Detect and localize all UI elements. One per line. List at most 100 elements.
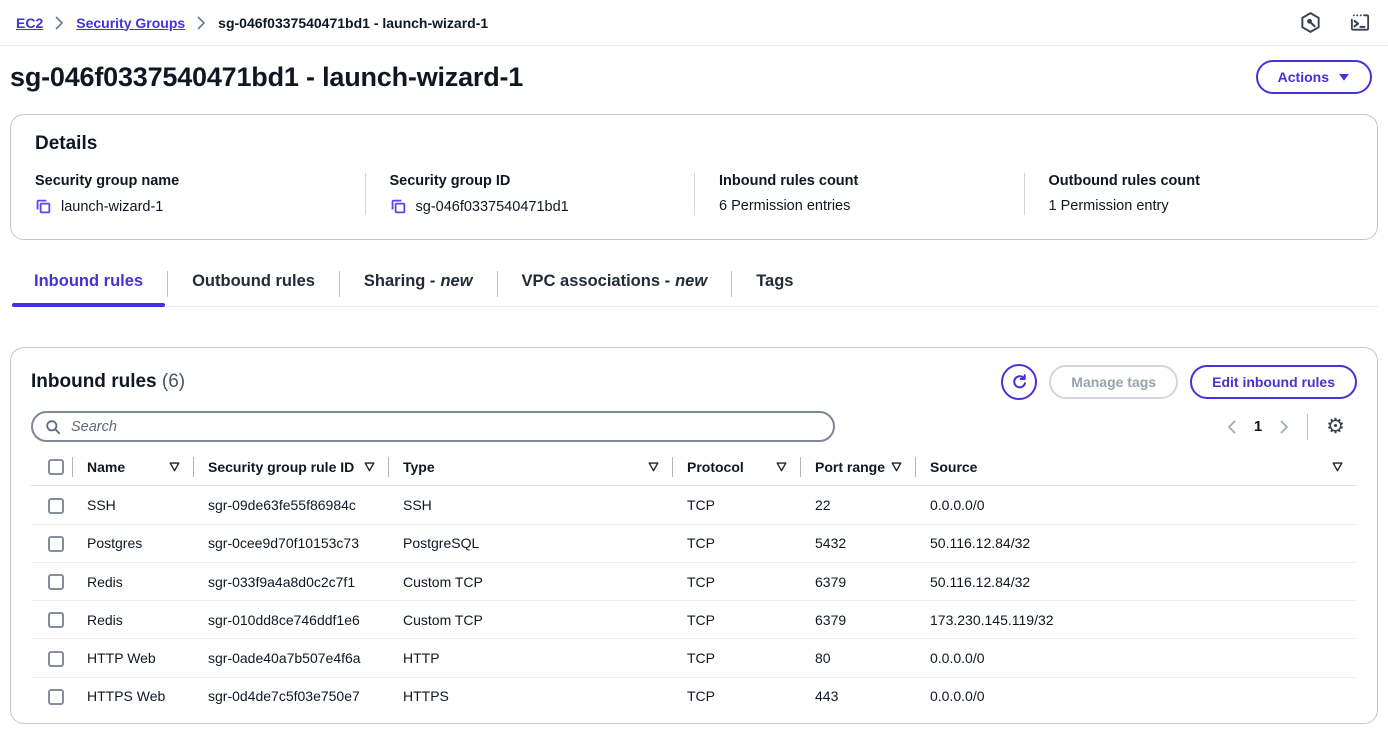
inbound-rules-panel: Inbound rules (6) Manage tags Edit inbou… bbox=[10, 347, 1378, 725]
cell-type: HTTP bbox=[389, 639, 673, 678]
field-inbound-rules-count: Inbound rules count 6 Permission entries bbox=[694, 173, 1024, 215]
tab-divider bbox=[338, 271, 340, 297]
table-row: HTTPS Web sgr-0d4de7c5f03e750e7 HTTPS TCP 44… bbox=[31, 678, 1357, 715]
field-value: 1 Permission entry bbox=[1049, 198, 1354, 214]
row-checkbox[interactable] bbox=[48, 650, 64, 667]
cell-port_range: 5432 bbox=[801, 525, 916, 563]
column-header-label: Port range bbox=[815, 458, 886, 475]
column-header-label: Protocol bbox=[687, 458, 744, 475]
breadcrumb-security-groups-link[interactable]: Security Groups bbox=[76, 14, 186, 31]
cell-name: HTTPS Web bbox=[87, 688, 166, 705]
manage-tags-button[interactable]: Manage tags bbox=[1049, 365, 1179, 399]
table-row: HTTP Web sgr-0ade40a7b507e4f6a HTTP TCP 80 0.… bbox=[31, 639, 1357, 678]
details-card: Details Security group name launch-wizard… bbox=[10, 114, 1378, 240]
chevron-right-icon bbox=[197, 16, 206, 30]
filter-icon[interactable] bbox=[648, 462, 659, 472]
field-security-group-name: Security group name launch-wizard-1 bbox=[35, 173, 365, 215]
page-number[interactable]: 1 bbox=[1253, 418, 1263, 435]
column-header-type[interactable]: Type bbox=[389, 448, 673, 487]
caret-down-icon bbox=[1338, 73, 1350, 82]
filter-icon[interactable] bbox=[1332, 462, 1343, 472]
cell-type: PostgreSQL bbox=[389, 525, 673, 563]
field-value-text: 6 Permission entries bbox=[719, 198, 851, 214]
breadcrumb-ec2-link[interactable]: EC2 bbox=[16, 14, 44, 31]
field-outbound-rules-count: Outbound rules count 1 Permission entry bbox=[1023, 173, 1354, 215]
tab-divider bbox=[167, 271, 169, 297]
copy-icon[interactable] bbox=[35, 198, 52, 215]
filter-icon[interactable] bbox=[891, 462, 902, 472]
cell-port_range: 6379 bbox=[801, 601, 916, 640]
filter-icon[interactable] bbox=[169, 462, 180, 472]
cell-select bbox=[31, 486, 73, 525]
breadcrumb: EC2 Security Groups sg-046f0337540471bd1… bbox=[16, 15, 488, 31]
table-header-row: Name Security group rule ID Type Protocol Po… bbox=[31, 448, 1357, 487]
cell-port_range: 22 bbox=[801, 486, 916, 525]
previous-page-button[interactable] bbox=[1227, 420, 1236, 434]
amazon-q-icon[interactable] bbox=[1299, 11, 1322, 34]
row-checkbox[interactable] bbox=[48, 497, 64, 514]
filter-icon[interactable] bbox=[364, 462, 375, 472]
column-header-name[interactable]: Name bbox=[73, 448, 194, 487]
tab-vpc-associations[interactable]: VPC associations - new bbox=[498, 262, 732, 306]
field-label: Outbound rules count bbox=[1048, 173, 1200, 189]
tab-label: Outbound rules bbox=[192, 272, 315, 290]
chevron-right-icon bbox=[55, 16, 64, 30]
gear-icon: ⚙ bbox=[1326, 415, 1345, 438]
table-row: Postgres sgr-0cee9d70f10153c73 PostgreSQL T… bbox=[31, 525, 1357, 563]
column-header-protocol[interactable]: Protocol bbox=[673, 448, 801, 487]
next-page-button[interactable] bbox=[1280, 420, 1289, 434]
column-header-select-all bbox=[31, 448, 73, 487]
tab-inbound-rules[interactable]: Inbound rules bbox=[10, 262, 167, 307]
cloudshell-icon[interactable] bbox=[1348, 11, 1372, 34]
cell-protocol: TCP bbox=[687, 688, 715, 705]
search-box[interactable] bbox=[31, 411, 835, 442]
row-checkbox[interactable] bbox=[48, 612, 64, 629]
column-header-security-group-rule-id[interactable]: Security group rule ID bbox=[194, 448, 389, 487]
console-toolbar-icons bbox=[1299, 11, 1372, 34]
inbound-rules-table: Name Security group rule ID Type Protocol Po… bbox=[31, 448, 1357, 715]
details-fields: Security group name launch-wizard-1 Securi… bbox=[35, 173, 1353, 215]
cell-name: HTTP Web bbox=[73, 639, 194, 678]
cell-rule_id: sgr-0d4de7c5f03e750e7 bbox=[208, 688, 360, 705]
tab-label: Tags bbox=[756, 272, 794, 290]
tab-label: Sharing - bbox=[363, 272, 436, 290]
search-input[interactable] bbox=[69, 417, 821, 436]
row-checkbox[interactable] bbox=[48, 574, 64, 591]
filter-icon[interactable] bbox=[776, 462, 787, 472]
copy-icon[interactable] bbox=[390, 198, 407, 215]
field-label: Security group name bbox=[35, 173, 180, 189]
tab-tags[interactable]: Tags bbox=[732, 262, 817, 306]
cell-source: 0.0.0.0/0 bbox=[930, 688, 985, 705]
breadcrumb-current-page: sg-046f0337540471bd1 - launch-wizard-1 bbox=[218, 14, 489, 31]
cell-type: Custom TCP bbox=[389, 601, 673, 640]
cell-select bbox=[31, 639, 73, 678]
row-checkbox[interactable] bbox=[48, 535, 64, 552]
cell-name: Redis bbox=[73, 601, 194, 640]
cell-port_range: 6379 bbox=[801, 563, 916, 602]
tab-outbound-rules[interactable]: Outbound rules bbox=[168, 262, 339, 306]
cell-port_range: 80 bbox=[801, 639, 916, 678]
cell-type: Custom TCP bbox=[389, 563, 673, 602]
field-label: Inbound rules count bbox=[719, 173, 859, 189]
cell-protocol: TCP bbox=[673, 601, 801, 640]
table-settings-button[interactable]: ⚙ bbox=[1326, 416, 1345, 437]
column-header-source[interactable]: Source bbox=[916, 448, 1357, 487]
refresh-button[interactable] bbox=[1001, 364, 1038, 400]
column-header-label: Name bbox=[87, 458, 126, 475]
tab-sharing[interactable]: Sharing - new bbox=[340, 262, 497, 306]
tab-label: Inbound rules bbox=[34, 272, 144, 290]
page-title: sg-046f0337540471bd1 - launch-wizard-1 bbox=[10, 61, 524, 92]
cell-name: Postgres bbox=[73, 525, 194, 563]
cell-rule_id: sgr-010dd8ce746ddf1e6 bbox=[194, 601, 389, 640]
column-header-port-range[interactable]: Port range bbox=[801, 448, 916, 487]
select-all-checkbox[interactable] bbox=[48, 459, 64, 476]
actions-button[interactable]: Actions bbox=[1255, 60, 1372, 94]
cell-port_range: 443 bbox=[815, 688, 839, 705]
field-value: launch-wizard-1 bbox=[35, 198, 365, 215]
cell-protocol: TCP bbox=[673, 525, 801, 563]
edit-inbound-rules-button[interactable]: Edit inbound rules bbox=[1190, 365, 1357, 399]
refresh-icon bbox=[1011, 373, 1028, 391]
table-row: SSH sgr-09de63fe55f86984c SSH TCP 22 0.0.0.0/… bbox=[31, 486, 1357, 525]
row-checkbox[interactable] bbox=[48, 689, 64, 706]
field-security-group-id: Security group ID sg-046f0337540471bd1 bbox=[364, 173, 695, 215]
